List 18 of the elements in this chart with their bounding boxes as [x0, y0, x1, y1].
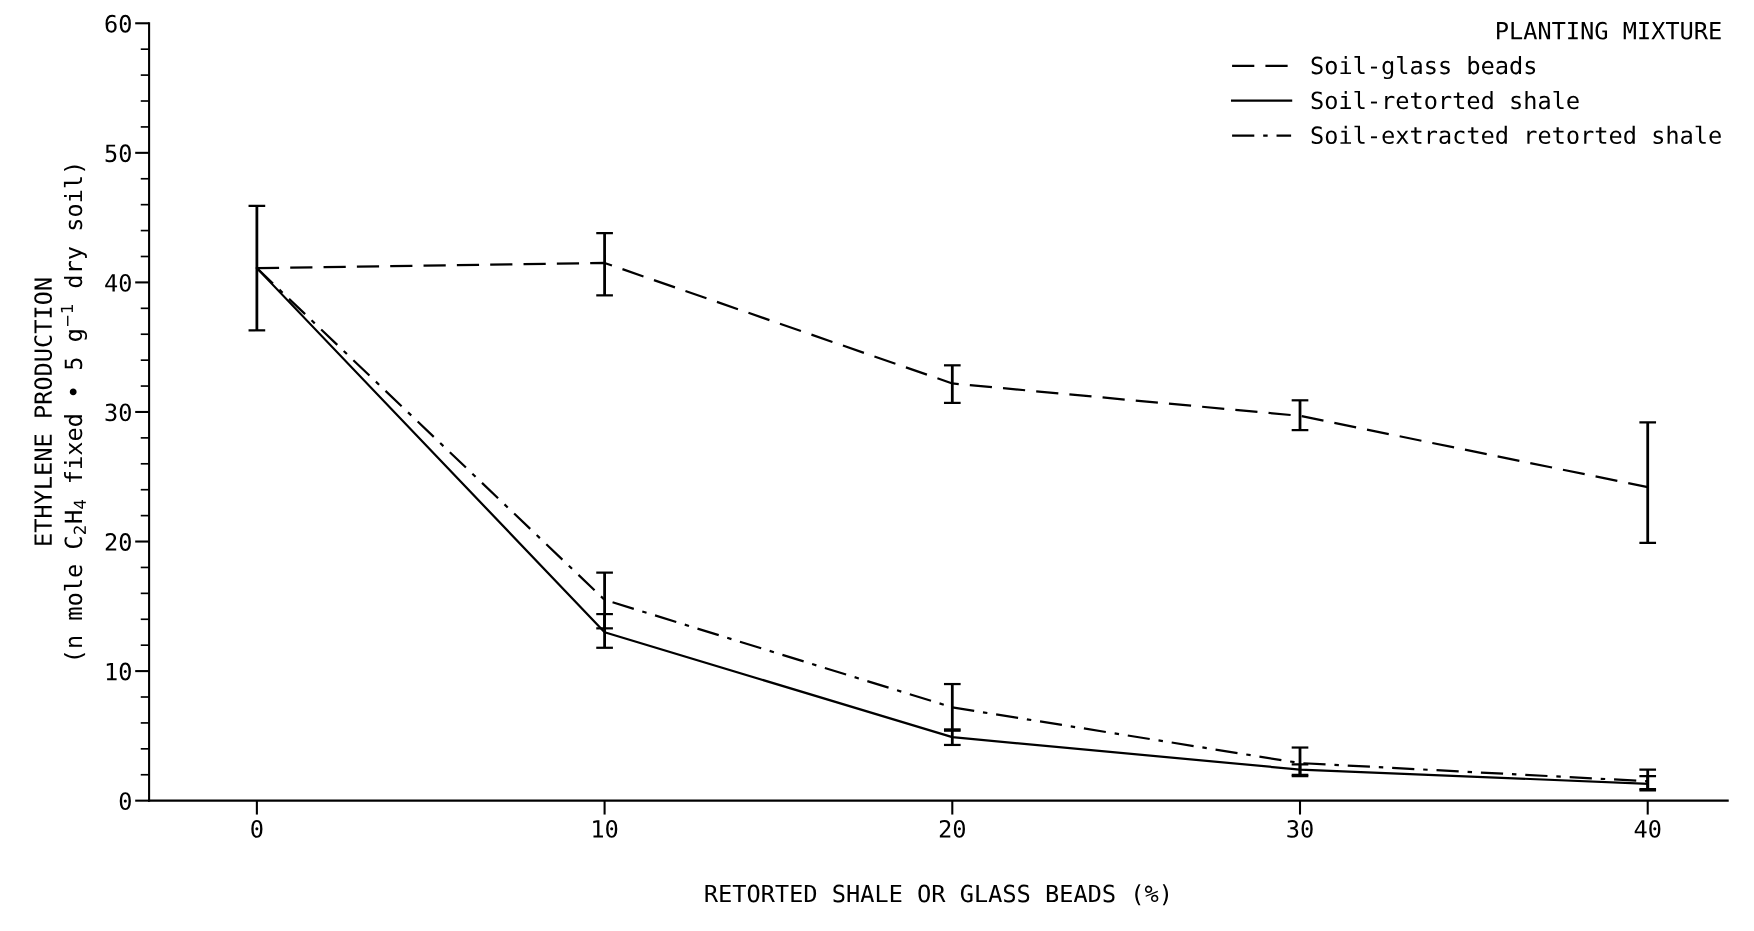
y-tick-label: 60 — [105, 14, 131, 33]
y-axis-title: ETHYLENE PRODUCTION (n mole C$_{2}$H$_{4}$ fixed • 5 g$^{−1}$ dry soil) — [34, 165, 88, 659]
legend-label: Soil-extracted retorted shale — [1311, 125, 1721, 145]
x-tick-label: 20 — [939, 819, 965, 838]
y-tick-label: 0 — [119, 792, 131, 811]
y-tick-label: 30 — [105, 403, 131, 422]
y-tick-label: 40 — [105, 273, 131, 292]
y-tick-label: 10 — [106, 662, 131, 681]
x-tick-label: 30 — [1287, 819, 1313, 838]
legend-label: Soil-glass beads — [1311, 55, 1536, 80]
x-tick-label: 10 — [593, 819, 618, 838]
legend-label: Soil-retorted shale — [1311, 90, 1579, 110]
x-tick-label: 40 — [1634, 819, 1661, 838]
x-axis-title: RETORTED SHALE OR GLASS BEADS (%) — [705, 884, 1169, 906]
legend-title: PLANTING MIXTURE — [1497, 21, 1721, 40]
y-tick-label: 20 — [105, 533, 131, 551]
y-tick-label: 50 — [105, 144, 131, 163]
x-tick-label: 0 — [251, 819, 263, 838]
